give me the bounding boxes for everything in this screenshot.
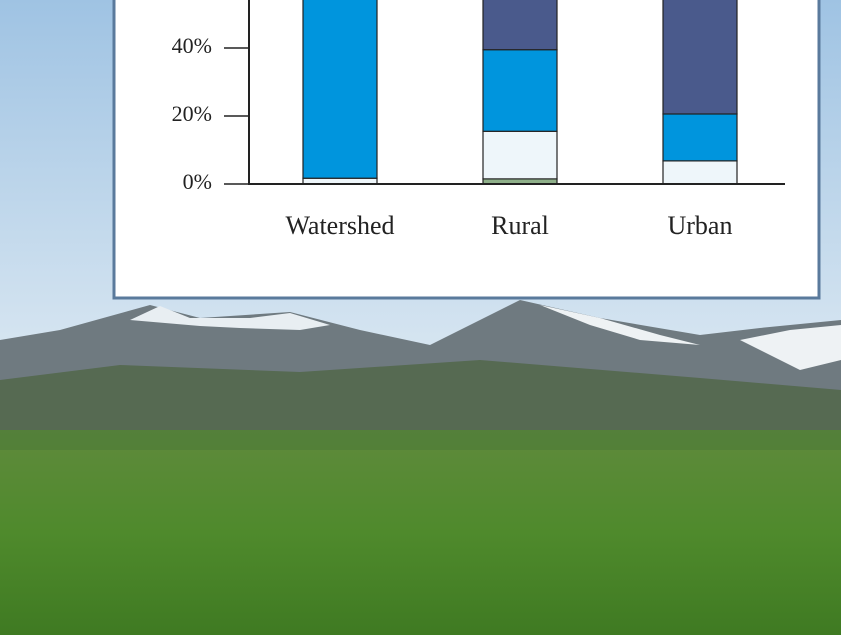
y-tick-label: 40% xyxy=(172,33,212,58)
x-tick-label: Watershed xyxy=(285,211,394,240)
x-tick-label: Urban xyxy=(668,211,733,240)
y-tick-label: 0% xyxy=(183,169,212,194)
bar-segment xyxy=(302,0,378,179)
bar-segment xyxy=(662,0,738,115)
bar-segment xyxy=(482,130,558,180)
bar-segment xyxy=(662,160,738,185)
plot-area xyxy=(302,0,738,185)
bar-segment xyxy=(662,113,738,162)
y-tick-label: 20% xyxy=(172,101,212,126)
bar-segment xyxy=(482,0,558,51)
bar-segment xyxy=(482,49,558,132)
x-tick-label: Rural xyxy=(491,211,549,240)
